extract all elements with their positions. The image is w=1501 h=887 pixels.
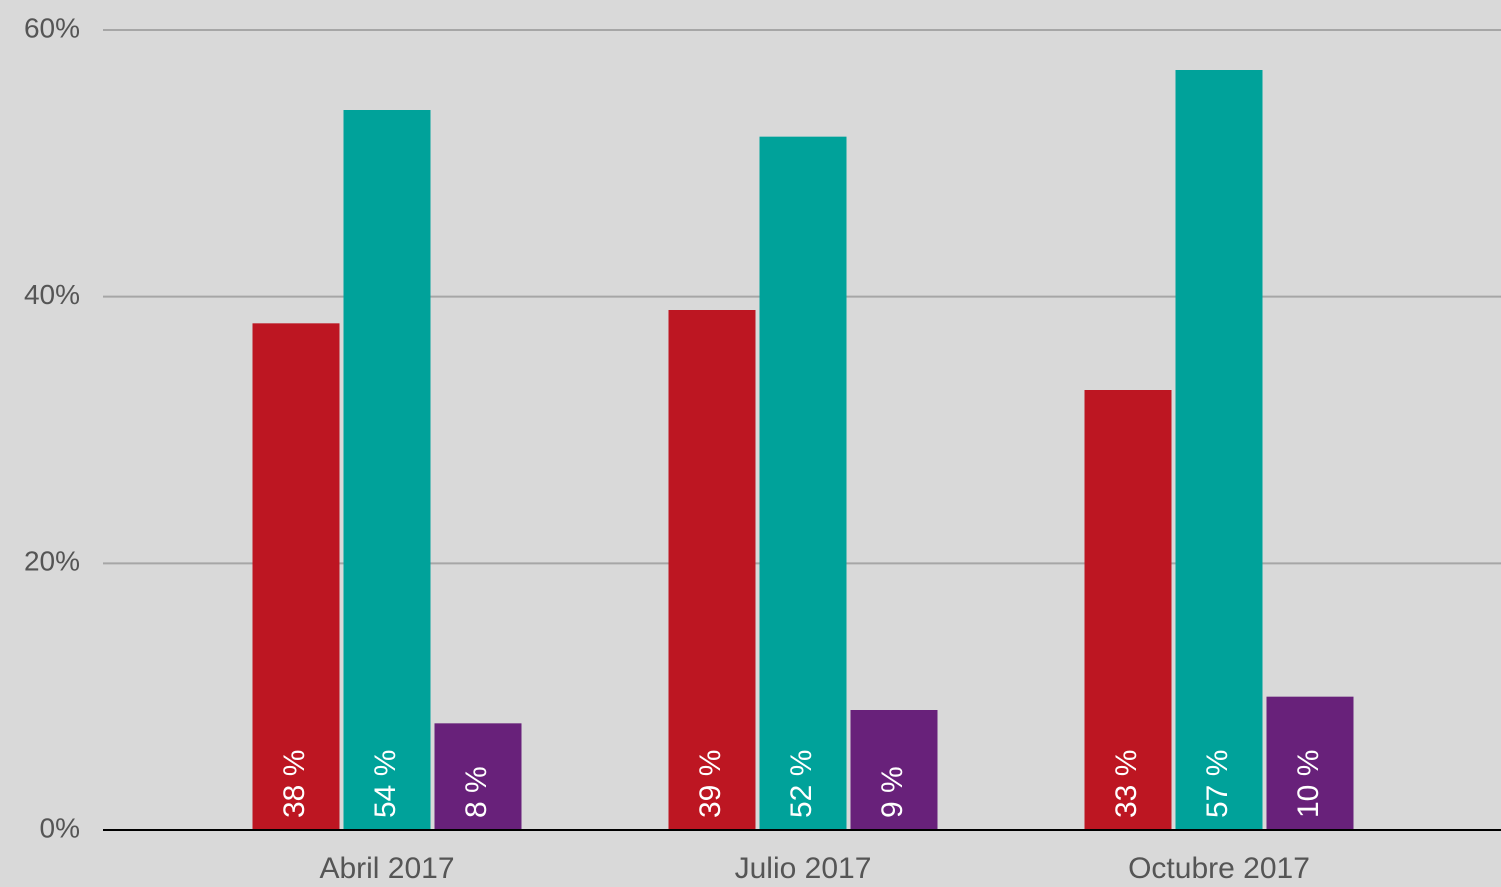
value-label: 54 % (369, 750, 402, 818)
value-label: 33 % (1110, 750, 1143, 818)
bar (434, 723, 522, 830)
bar (1175, 70, 1263, 830)
y-tick-label: 20% (24, 546, 80, 577)
y-tick-label: 0% (40, 812, 80, 843)
bar (850, 710, 938, 830)
bar (668, 310, 756, 830)
value-label: 10 % (1292, 750, 1325, 818)
value-label: 39 % (694, 750, 727, 818)
value-label: 52 % (785, 750, 818, 818)
y-tick-label: 60% (24, 12, 80, 43)
y-tick-label: 40% (24, 279, 80, 310)
value-label: 57 % (1201, 750, 1234, 818)
x-tick-label: Julio 2017 (735, 852, 872, 885)
bar (252, 323, 340, 830)
bar (759, 136, 847, 830)
bar (1084, 390, 1172, 830)
x-tick-label: Octubre 2017 (1128, 852, 1310, 885)
value-label: 38 % (278, 750, 311, 818)
bar (1266, 696, 1354, 830)
value-label: 9 % (876, 766, 909, 818)
bar (343, 110, 431, 830)
value-label: 8 % (460, 766, 493, 818)
x-tick-label: Abril 2017 (319, 852, 454, 885)
